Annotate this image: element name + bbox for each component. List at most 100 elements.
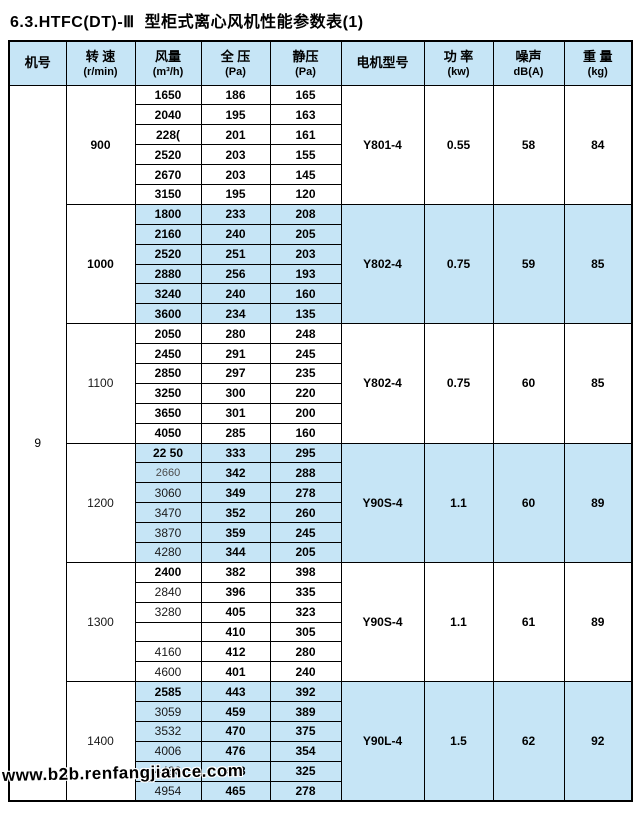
- table-row: 3060 349 278: [9, 482, 632, 504]
- weight-cell: 85: [563, 203, 633, 325]
- total-pressure-cell: 333: [200, 442, 271, 464]
- total-pressure-cell: 203: [200, 164, 271, 185]
- machine-no-cell: 9: [8, 84, 67, 802]
- noise-cell: 58: [492, 84, 565, 205]
- airflow-cell: 3060: [134, 482, 202, 504]
- rpm-cell: 900: [65, 84, 136, 205]
- static-pressure-cell: 203: [269, 243, 342, 265]
- power-cell: 1.1: [423, 561, 494, 683]
- total-pressure-cell: 405: [200, 601, 271, 623]
- motor-model-cell: Y90S-4: [340, 561, 425, 683]
- rpm-cell: 1300: [65, 561, 136, 683]
- static-pressure-cell: 278: [269, 482, 342, 504]
- table-row: 1000 1800 233 208 Y802-4 0.75 59 85: [9, 203, 633, 325]
- total-pressure-cell: 301: [200, 402, 271, 424]
- airflow-cell: 2160: [134, 223, 202, 245]
- header-label: 重 量: [582, 48, 613, 64]
- header-label: 电机型号: [356, 54, 409, 70]
- total-pressure-cell: 201: [200, 124, 271, 146]
- static-pressure-cell: 323: [269, 601, 342, 623]
- header-row: 机号 转 速 (r/min) 风量 (m³/h) 全 压 (Pa) 静压: [8, 40, 633, 86]
- noise-cell: 59: [492, 203, 565, 325]
- fan-spec-table: 机号 转 速 (r/min) 风量 (m³/h) 全 压 (Pa) 静压: [8, 40, 633, 803]
- total-pressure-cell: 342: [200, 462, 271, 484]
- header-label: 转 速: [85, 48, 116, 64]
- total-pressure-cell: 396: [200, 581, 271, 603]
- noise-cell: 60: [492, 323, 565, 444]
- total-pressure-cell: 240: [200, 223, 271, 245]
- header-cell-total-pressure: 全 压 (Pa): [200, 40, 271, 86]
- header-label: 静压: [292, 48, 319, 64]
- header-sublabel: (Pa): [295, 65, 316, 78]
- airflow-cell: 2850: [134, 362, 202, 384]
- airflow-cell: 3650: [134, 402, 202, 424]
- header-sublabel: (m³/h): [152, 65, 184, 78]
- power-cell: 1.1: [423, 442, 494, 563]
- table-row: 3650 301 200: [9, 402, 632, 424]
- static-pressure-cell: 248: [269, 323, 342, 345]
- airflow-cell: 4954: [134, 780, 202, 802]
- weight-cell: 89: [563, 561, 633, 683]
- airflow-cell: 4160: [134, 641, 202, 663]
- table-row: 3532 470 375: [9, 721, 632, 742]
- airflow-cell: 2880: [134, 263, 202, 285]
- airflow-cell: 3150: [134, 183, 202, 205]
- motor-model-cell: Y802-4: [340, 323, 425, 444]
- table-row: 3870 359 245: [9, 522, 632, 543]
- airflow-cell: [134, 621, 202, 643]
- header-cell-weight: 重 量 (kg): [563, 40, 633, 86]
- page-title: 6.3.HTFC(DT)-Ⅲ 型柜式离心风机性能参数表(1): [10, 14, 364, 31]
- table-row: 1400 2585 443 392 Y90L-4 1.5 62 92: [9, 681, 633, 802]
- header-sublabel: (kg): [587, 65, 608, 78]
- table-row: 1200 22 50 333 295 Y90S-4 1.1 60 89: [9, 442, 633, 563]
- static-pressure-cell: 220: [269, 382, 342, 404]
- header-label: 全 压: [220, 48, 251, 64]
- static-pressure-cell: 245: [269, 343, 342, 364]
- noise-cell: 61: [492, 561, 565, 683]
- table-row: 4954 465 278: [9, 780, 632, 802]
- power-cell: 1.5: [423, 681, 494, 802]
- table-body: 9 900 1650 186 165 Y801-4 0.55 58 84 2040 195 163 22…: [8, 84, 633, 802]
- static-pressure-cell: 280: [269, 641, 342, 663]
- total-pressure-cell: 285: [200, 422, 271, 444]
- airflow-cell: 3059: [134, 701, 202, 722]
- static-pressure-cell: 354: [269, 740, 342, 762]
- airflow-cell: 4280: [134, 541, 202, 563]
- total-pressure-cell: 280: [200, 323, 271, 345]
- static-pressure-cell: 305: [269, 621, 342, 643]
- total-pressure-cell: 195: [200, 104, 271, 126]
- header-sublabel: dB(A): [513, 65, 544, 78]
- static-pressure-cell: 240: [269, 661, 342, 683]
- motor-model-cell: Y90S-4: [340, 442, 425, 563]
- rpm-cell: 1200: [65, 442, 136, 563]
- total-pressure-cell: 359: [200, 522, 271, 543]
- total-pressure-cell: 410: [200, 621, 271, 643]
- total-pressure-cell: 443: [200, 681, 271, 703]
- table-row: 3280 405 323: [9, 601, 632, 623]
- table-row: 2160 240 205: [9, 223, 632, 245]
- static-pressure-cell: 163: [269, 104, 342, 126]
- static-pressure-cell: 208: [269, 203, 342, 225]
- weight-cell: 89: [563, 442, 633, 563]
- table-row: 2660 342 288: [9, 462, 632, 484]
- static-pressure-cell: 389: [269, 701, 342, 722]
- total-pressure-cell: 478: [200, 760, 271, 782]
- airflow-cell: 2050: [134, 323, 202, 345]
- static-pressure-cell: 145: [269, 164, 342, 185]
- rpm-cell: 1100: [65, 323, 136, 444]
- table-row: 4050 285 160: [9, 422, 632, 444]
- header-sublabel: (Pa): [225, 65, 246, 78]
- airflow-cell: 2450: [134, 343, 202, 364]
- static-pressure-cell: 155: [269, 144, 342, 166]
- static-pressure-cell: 200: [269, 402, 342, 424]
- table-row: 2670 203 145: [9, 164, 632, 185]
- table-row: 410 305: [9, 621, 632, 643]
- table-row: 4160 412 280: [9, 641, 632, 663]
- static-pressure-cell: 325: [269, 760, 342, 782]
- static-pressure-cell: 205: [269, 541, 342, 563]
- rpm-cell: 1000: [65, 203, 136, 325]
- airflow-cell: 4480: [134, 760, 202, 782]
- static-pressure-cell: 135: [269, 303, 342, 325]
- airflow-cell: 1800: [134, 203, 202, 225]
- static-pressure-cell: 278: [269, 780, 342, 802]
